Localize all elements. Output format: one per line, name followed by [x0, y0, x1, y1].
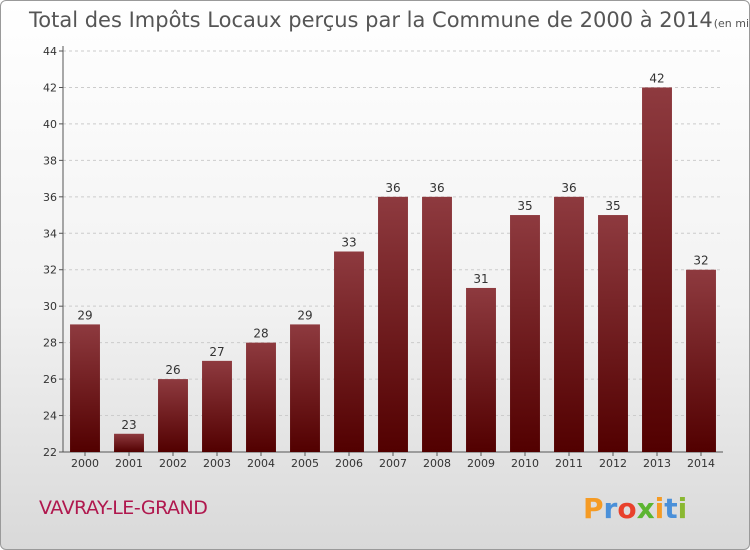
x-tick-label-2014: 2014 [687, 457, 715, 470]
x-tick-label-2009: 2009 [467, 457, 495, 470]
y-tick-label: 28 [43, 337, 57, 350]
bar-2005 [290, 324, 320, 452]
y-tick-label: 22 [43, 446, 57, 459]
bar-2008 [422, 196, 452, 452]
commune-name: VAVRAY-LE-GRAND [39, 497, 207, 519]
chart-title: Total des Impôts Locaux perçus par la Co… [28, 8, 750, 32]
logo-letter: t [664, 492, 677, 525]
y-tick-label: 38 [43, 154, 57, 167]
bar-2002 [158, 379, 188, 452]
data-label-2006: 33 [341, 236, 356, 250]
y-tick-label: 42 [43, 81, 57, 94]
x-tick-label-2007: 2007 [379, 457, 407, 470]
data-label-2013: 42 [649, 71, 664, 85]
x-tick-label-2002: 2002 [159, 457, 187, 470]
y-tick-label: 30 [43, 300, 57, 313]
x-tick-label-2008: 2008 [423, 457, 451, 470]
x-tick-label-2012: 2012 [599, 457, 627, 470]
y-tick-label: 24 [43, 410, 57, 423]
data-label-2009: 31 [473, 272, 488, 286]
data-label-2000: 29 [77, 308, 92, 322]
x-tick-label-2003: 2003 [203, 457, 231, 470]
data-label-2008: 36 [429, 181, 444, 195]
bar-2011 [554, 196, 584, 452]
labels-layer: 29 23 26 27 28 29 33 36 36 31 35 36 35 42 32 [77, 71, 708, 431]
bar-2013 [642, 87, 672, 453]
y-tick-label: 36 [43, 191, 57, 204]
y-tick-label: 26 [43, 373, 57, 386]
data-label-2001: 23 [121, 418, 136, 432]
bar-2009 [466, 287, 496, 452]
x-tick-label-2013: 2013 [643, 457, 671, 470]
bar-2006 [334, 251, 364, 452]
data-label-2007: 36 [385, 181, 400, 195]
bar-2012 [598, 215, 628, 452]
data-label-2004: 28 [253, 327, 268, 341]
bar-2001 [114, 433, 144, 452]
bar-2010 [510, 215, 540, 452]
y-tick-label: 44 [43, 45, 57, 58]
logo-letter: P [583, 492, 604, 525]
data-label-2014: 32 [693, 254, 708, 268]
bar-2014 [686, 269, 716, 452]
bars-layer [70, 87, 716, 453]
bar-2003 [202, 360, 232, 452]
chart-title-unit: (en milliers d'€) [714, 17, 750, 30]
y-tick-label: 40 [43, 118, 57, 131]
x-tick-label-2001: 2001 [115, 457, 143, 470]
proxiti-logo: Proxiti [583, 492, 687, 525]
bar-2000 [70, 324, 100, 452]
x-tick-label-2000: 2000 [71, 457, 99, 470]
x-tick-label-2004: 2004 [247, 457, 275, 470]
logo-letter: x [637, 492, 655, 525]
bar-2007 [378, 196, 408, 452]
x-tick-label-2006: 2006 [335, 457, 363, 470]
logo-letter: r [604, 492, 618, 525]
y-tick-label: 34 [43, 227, 57, 240]
logo-letter: o [617, 492, 636, 525]
y-tick-label: 32 [43, 264, 57, 277]
data-label-2012: 35 [605, 199, 620, 213]
data-label-2011: 36 [561, 181, 576, 195]
data-label-2002: 26 [165, 363, 180, 377]
x-tick-label-2010: 2010 [511, 457, 539, 470]
logo-letter: i [678, 492, 688, 525]
data-label-2010: 35 [517, 199, 532, 213]
x-tick-label-2005: 2005 [291, 457, 319, 470]
bar-2004 [246, 342, 276, 452]
data-label-2003: 27 [209, 345, 224, 359]
x-tick-label-2011: 2011 [555, 457, 583, 470]
data-label-2005: 29 [297, 308, 312, 322]
logo-letter: i [655, 492, 665, 525]
chart-title-main: Total des Impôts Locaux perçus par la Co… [28, 8, 713, 32]
